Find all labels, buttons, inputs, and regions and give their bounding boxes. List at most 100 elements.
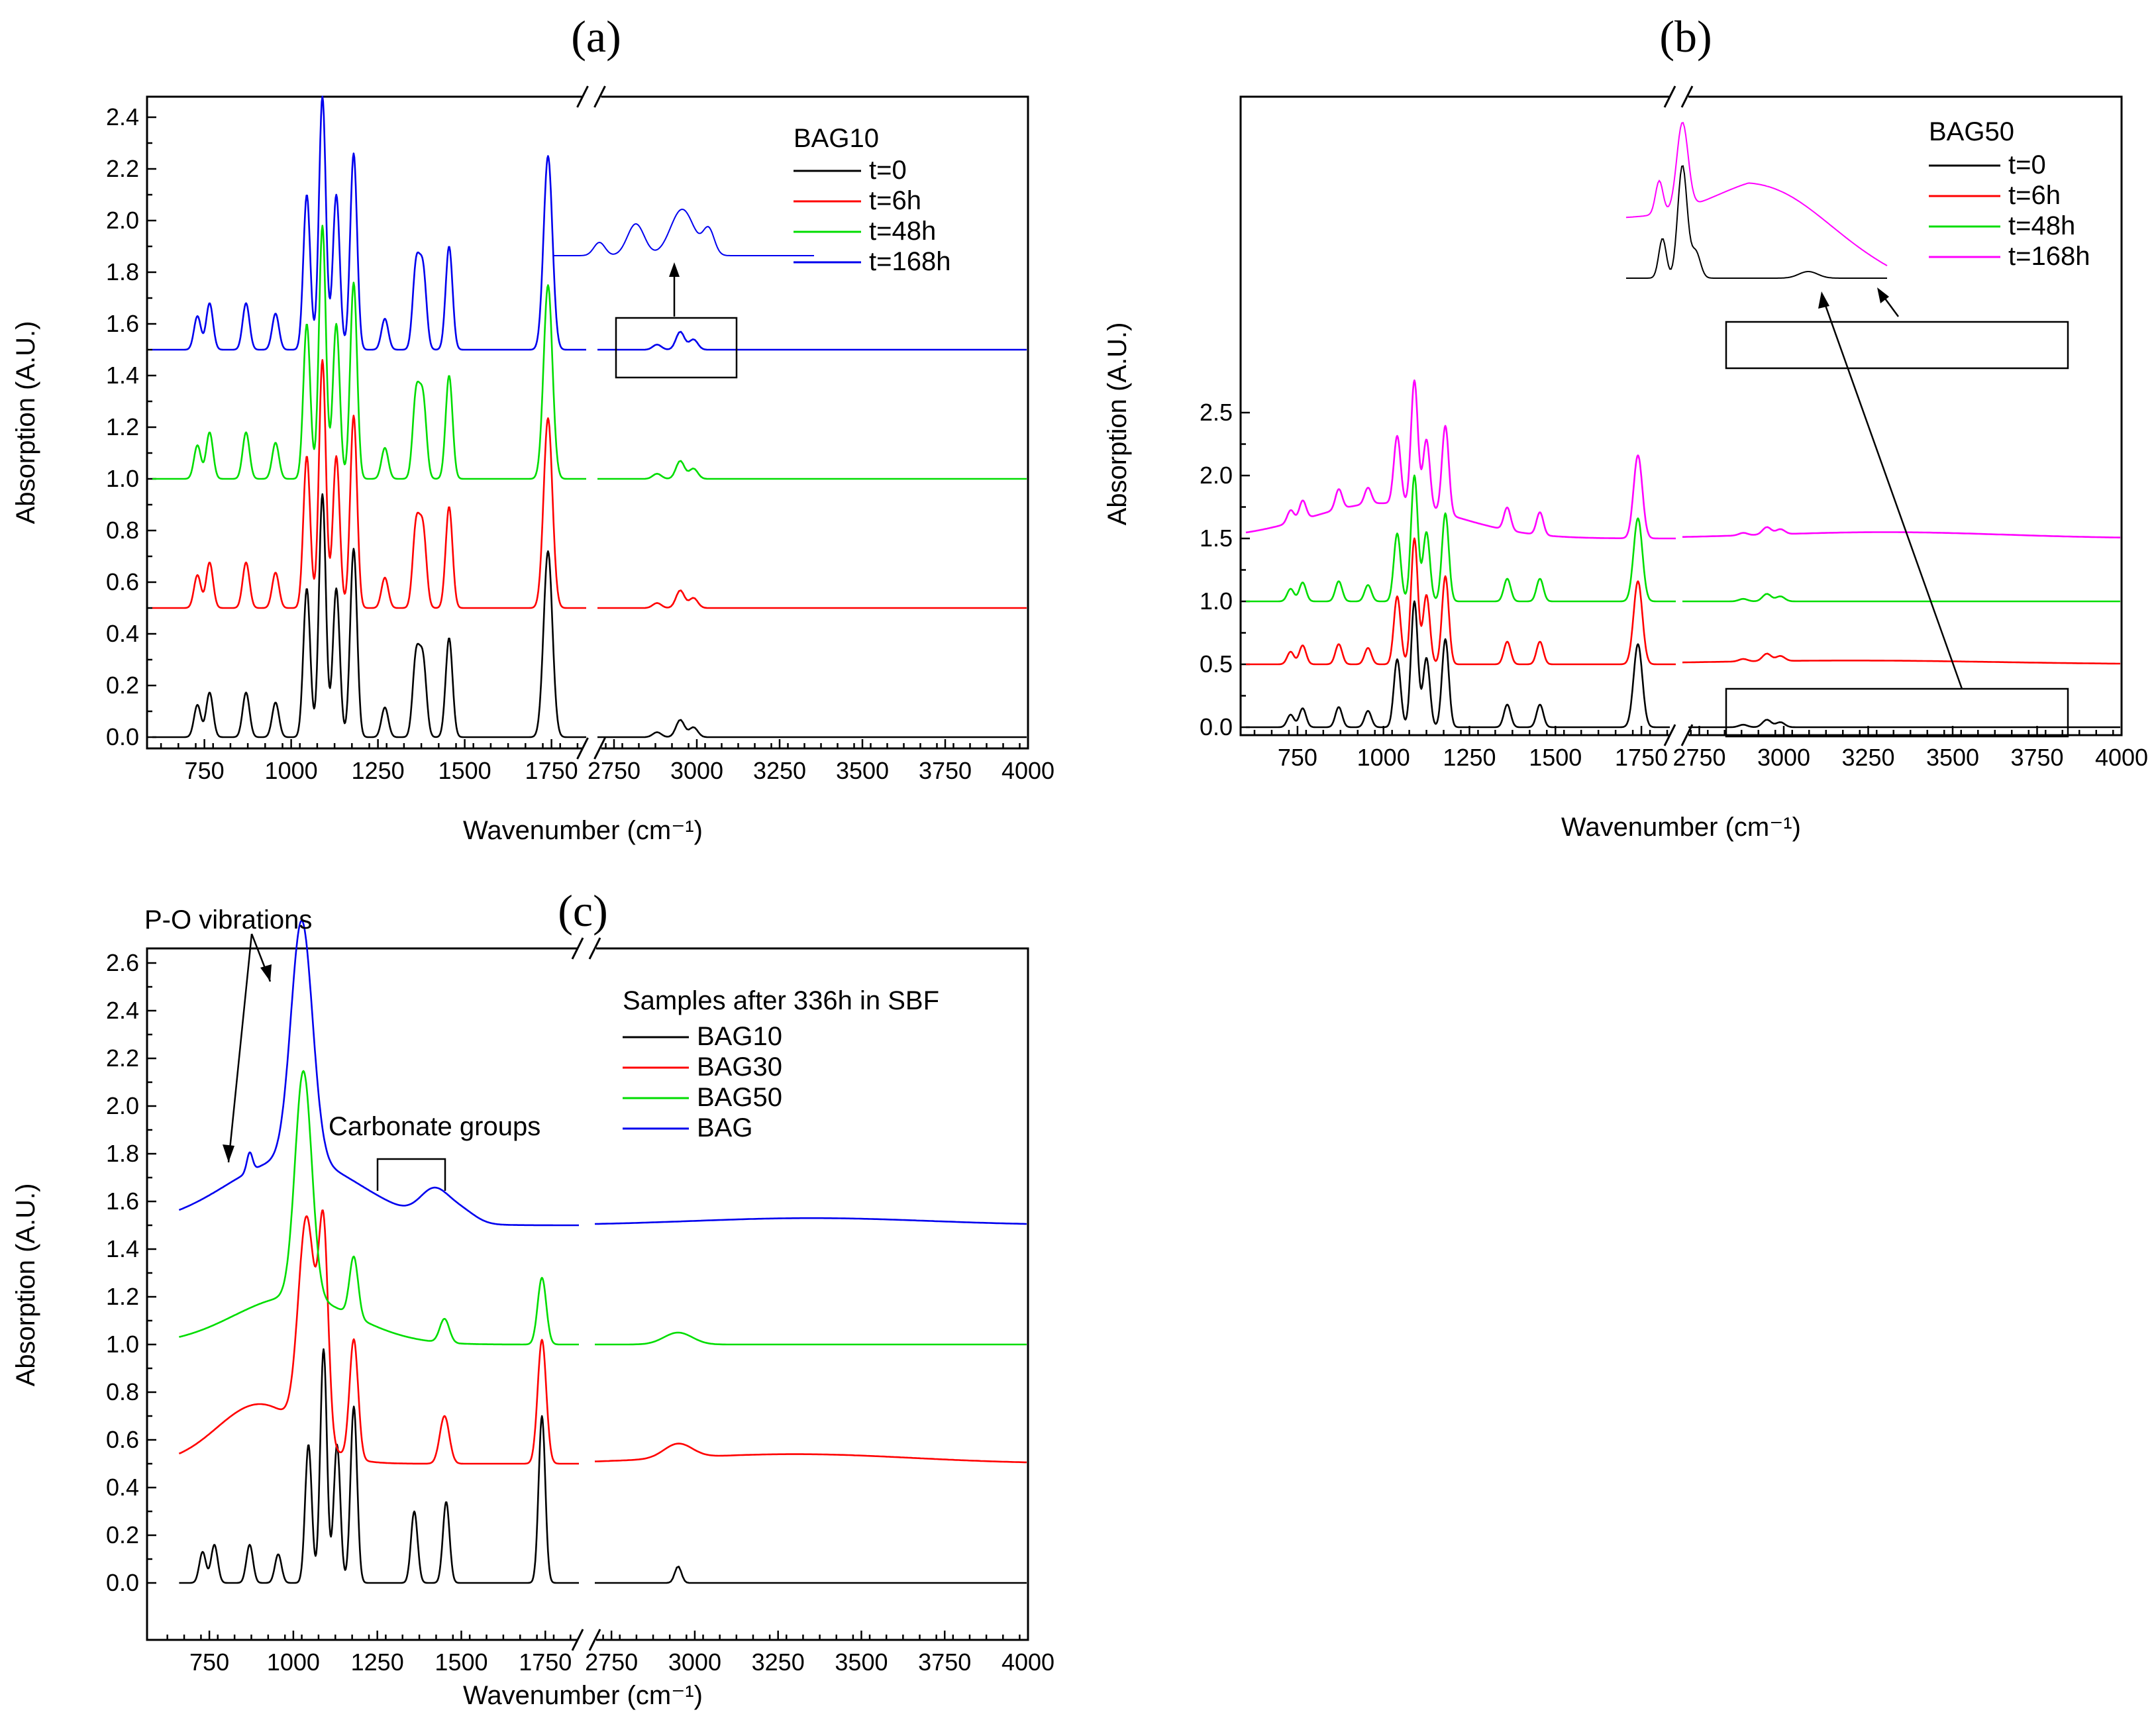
panel-b-inset — [1625, 121, 2069, 738]
inset-curve-black — [1626, 165, 1887, 279]
y-tick-label: 2.5 — [1200, 399, 1233, 426]
x-tick-label: 1250 — [352, 757, 405, 784]
y-tick-label: 1.8 — [106, 258, 139, 285]
break-mark — [588, 1629, 601, 1651]
series-line-t=168h — [1245, 379, 1676, 540]
series-line-BAG30-right — [594, 1443, 1027, 1464]
series-line-BAG50 — [179, 1070, 580, 1346]
x-tick-label: 1750 — [1615, 744, 1668, 771]
y-tick-label: 1.8 — [106, 1140, 139, 1167]
legend-label: BAG30 — [697, 1052, 782, 1082]
break-mark — [1680, 85, 1694, 108]
carbonate-groups-annotation: Carbonate groups — [329, 1112, 540, 1141]
break-mark — [571, 937, 584, 960]
panel-b-label: (b) — [1659, 11, 1712, 62]
panel-c-label: (c) — [558, 886, 607, 936]
break-mark — [1680, 724, 1694, 746]
y-tick-label: 1.0 — [106, 465, 139, 492]
panel-b-axis-break — [1663, 85, 1694, 746]
panel-c: (c) 0.0 0.2 0.4 0.6 0.8 1.0 1.2 1.4 1.6 1.8 2.0 2.2… — [11, 886, 1054, 1710]
series-line-t=6h-right — [597, 589, 1027, 609]
panel-a-series — [152, 95, 1027, 738]
y-tick-label: 1.4 — [106, 1235, 139, 1262]
panel-b-y-axis: 0.0 0.5 1.0 1.5 2.0 2.5 — [1200, 399, 1250, 740]
panel-a-legend-title: BAG10 — [794, 124, 879, 153]
panel-b-y-axis-title: Absorption (A.U.) — [1103, 323, 1132, 526]
y-tick-label: 0.2 — [106, 1521, 139, 1548]
panel-b-series — [1245, 379, 2120, 729]
panel-b-x-axis: 750 1000 1250 1500 1750 2750 3000 3250 3500 3750 4… — [1253, 726, 2148, 771]
legend-label: t=48h — [2008, 211, 2075, 240]
x-tick-label: 3250 — [1841, 744, 1894, 771]
y-tick-label: 1.5 — [1200, 525, 1233, 552]
break-mark — [593, 737, 606, 760]
legend-label: t=6h — [2008, 181, 2061, 210]
x-tick-label: 3000 — [670, 757, 723, 784]
y-tick-label: 2.0 — [1200, 462, 1233, 489]
series-line-BAG10 — [179, 1348, 580, 1584]
break-mark — [576, 737, 589, 760]
y-tick-label: 1.0 — [1200, 587, 1233, 615]
x-tick-label: 3500 — [836, 757, 889, 784]
y-tick-label: 1.6 — [106, 310, 139, 337]
carbonate-bracket — [376, 1158, 446, 1191]
x-tick-label: 3750 — [919, 757, 972, 784]
series-line-t=6h-right — [1682, 652, 2120, 665]
po-arrowhead-1 — [223, 1144, 234, 1162]
inset-arrowhead-short — [1877, 287, 1889, 303]
series-line-t=0 — [1245, 600, 1676, 729]
inset-curve — [553, 209, 814, 256]
x-tick-label: 750 — [185, 757, 225, 784]
series-line-t=48h-right — [597, 460, 1027, 480]
po-arrowhead-2 — [260, 964, 272, 982]
inset-highlight-box-top — [1725, 321, 2069, 370]
x-tick-label: 2750 — [588, 757, 641, 784]
x-tick-label: 1500 — [438, 757, 491, 784]
series-line-t=6h — [152, 359, 587, 609]
legend-label: t=0 — [2008, 150, 2046, 179]
legend-label: t=48h — [869, 217, 936, 246]
inset-arrowhead-long — [1818, 291, 1829, 309]
break-mark — [571, 1629, 584, 1651]
y-tick-label: 1.6 — [106, 1188, 139, 1215]
x-tick-label: 1500 — [435, 1648, 488, 1676]
panel-c-x-axis: 750 1000 1250 1500 1750 2750 3000 3250 3500 3750 4… — [166, 1631, 1054, 1676]
series-line-t=48h — [152, 225, 587, 480]
y-tick-label: 0.8 — [106, 1378, 139, 1405]
x-tick-label: 3000 — [668, 1648, 721, 1676]
x-tick-label: 750 — [1278, 744, 1317, 771]
po-arrow-1 — [227, 933, 253, 1163]
x-tick-label: 1000 — [265, 757, 318, 784]
legend-label: t=168h — [2008, 242, 2090, 271]
panel-c-y-axis: 0.0 0.2 0.4 0.6 0.8 1.0 1.2 1.4 1.6 1.8 2.0 2.2 2.4 2… — [106, 949, 156, 1596]
legend-label: t=6h — [869, 186, 921, 215]
y-tick-label: 0.5 — [1200, 650, 1233, 678]
legend-label: BAG50 — [697, 1083, 782, 1112]
legend-label: BAG — [697, 1113, 752, 1142]
panel-a-label: (a) — [571, 11, 621, 62]
y-tick-label: 2.4 — [106, 103, 139, 130]
series-line-t=168h — [152, 95, 587, 351]
legend-label: BAG10 — [697, 1022, 782, 1051]
panel-c-x-axis-title: Wavenumber (cm⁻¹) — [463, 1681, 703, 1710]
series-line-BAG30 — [178, 1209, 580, 1465]
y-tick-label: 2.6 — [106, 949, 139, 976]
series-line-BAG-right — [594, 1217, 1027, 1225]
panel-a: (a) 0.0 0.2 0.4 0.6 0.8 1.0 1.2 1.4 1.6 1.8 2.0 2.2… — [11, 11, 1054, 845]
y-tick-label: 0.2 — [106, 672, 139, 699]
panel-c-legend-title: Samples after 336h in SBF — [623, 986, 939, 1015]
y-tick-label: 1.2 — [106, 413, 139, 440]
x-tick-label: 3500 — [1926, 744, 1979, 771]
series-line-t=168h-right — [1682, 526, 2120, 538]
y-tick-label: 2.0 — [106, 1092, 139, 1119]
inset-curve-magenta — [1625, 121, 1888, 267]
x-tick-label: 3000 — [1757, 744, 1810, 771]
po-vibrations-annotation: P-O vibrations — [144, 905, 312, 935]
legend-label: t=0 — [869, 156, 907, 185]
y-tick-label: 1.0 — [106, 1331, 139, 1358]
y-tick-label: 0.6 — [106, 1426, 139, 1453]
